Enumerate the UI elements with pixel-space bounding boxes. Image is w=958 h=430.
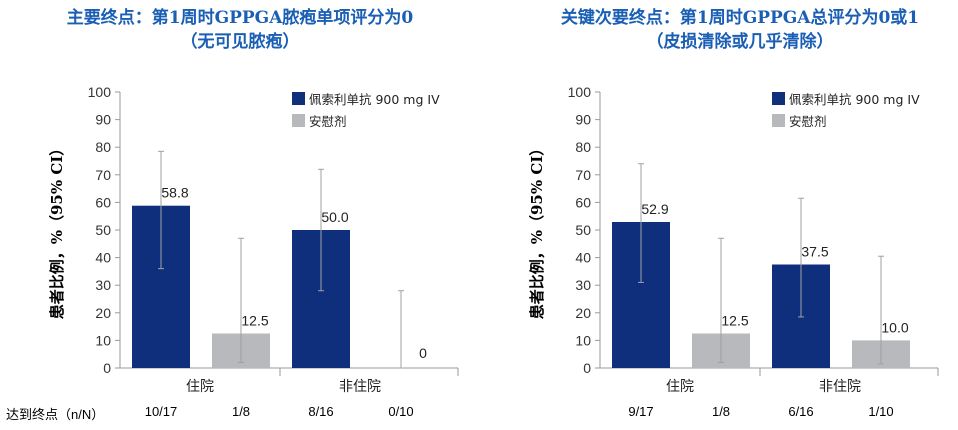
y-tick-label: 50 (95, 222, 111, 238)
data-label: 10.0 (881, 319, 908, 335)
y-tick-label: 20 (95, 305, 111, 321)
chart-title-text: 关键次要终点：第1周时GPPGA总评分为0或1 (560, 8, 920, 28)
y-tick-label: 30 (575, 277, 591, 293)
y-tick-label: 80 (575, 139, 591, 155)
y-tick-label: 40 (95, 250, 111, 266)
chart-subtitle-text: （无可见脓疱） (180, 32, 300, 52)
chart-title-text: 主要终点：第1周时GPPGA脓疱单项评分为0 (66, 8, 414, 28)
data-label: 52.9 (641, 201, 668, 217)
y-tick-label: 80 (95, 139, 111, 155)
y-tick-label: 30 (95, 277, 111, 293)
n-label: 1/8 (231, 404, 251, 419)
legend-label: 安慰剂 (309, 114, 347, 129)
x-category-label: 住院 (186, 379, 214, 395)
y-tick-label: 10 (575, 332, 591, 348)
chart-title-secondary: 关键次要终点：第1周时GPPGA总评分为0或1 （皮损清除或几乎清除） (520, 6, 958, 54)
x-category-label: 非住院 (819, 379, 861, 395)
data-label: 37.5 (801, 244, 828, 260)
n-row-label: 达到终点（n/N） (6, 407, 105, 422)
data-label: 0 (419, 345, 427, 361)
legend-swatch (772, 92, 785, 105)
x-category-label: 住院 (666, 379, 694, 395)
y-tick-label: 60 (575, 194, 591, 210)
n-label: 6/16 (788, 404, 814, 419)
y-tick-label: 90 (95, 112, 111, 128)
legend-swatch (772, 114, 785, 127)
y-tick-label: 10 (95, 332, 111, 348)
y-axis-label: 患者比例，%（95% CI） (528, 141, 546, 320)
y-tick-label: 20 (575, 305, 591, 321)
legend-label: 佩索利单抗 900 mg IV (309, 92, 440, 107)
y-axis-label: 患者比例，%（95% CI） (48, 141, 66, 320)
data-label: 12.5 (721, 313, 748, 329)
data-label: 12.5 (241, 313, 268, 329)
n-label: 10/17 (144, 404, 178, 419)
y-tick-label: 0 (583, 360, 591, 376)
y-tick-label: 50 (575, 222, 591, 238)
data-label: 50.0 (321, 209, 348, 225)
y-tick-label: 0 (103, 360, 111, 376)
n-label: 0/10 (388, 404, 414, 419)
y-tick-label: 70 (575, 167, 591, 183)
n-label: 1/8 (711, 404, 731, 419)
legend-label: 佩索利单抗 900 mg IV (789, 92, 920, 107)
n-label: 9/17 (628, 404, 654, 419)
chart-primary-endpoint: 患者比例，%（95% CI） 0 10 20 30 40 50 60 70 80 90 100 58.8… (48, 84, 459, 395)
y-tick-label: 90 (575, 112, 591, 128)
y-tick-label: 70 (95, 167, 111, 183)
y-tick-label: 60 (95, 194, 111, 210)
legend-swatch (292, 92, 305, 105)
legend-label: 安慰剂 (789, 114, 827, 129)
data-label: 58.8 (161, 185, 188, 201)
y-tick-label: 100 (88, 84, 112, 100)
chart-secondary-endpoint: 患者比例，%（95% CI） 0 10 20 30 40 50 60 70 80 90 100 52.9… (528, 84, 939, 395)
n-label: 8/16 (308, 404, 334, 419)
chart-title-primary: 主要终点：第1周时GPPGA脓疱单项评分为0 （无可见脓疱） (20, 6, 460, 54)
legend-swatch (292, 114, 305, 127)
x-category-label: 非住院 (339, 379, 381, 395)
y-tick-label: 40 (575, 250, 591, 266)
chart-subtitle-text: （皮损清除或几乎清除） (646, 32, 834, 52)
n-label: 1/10 (868, 404, 894, 419)
y-tick-label: 100 (568, 84, 592, 100)
